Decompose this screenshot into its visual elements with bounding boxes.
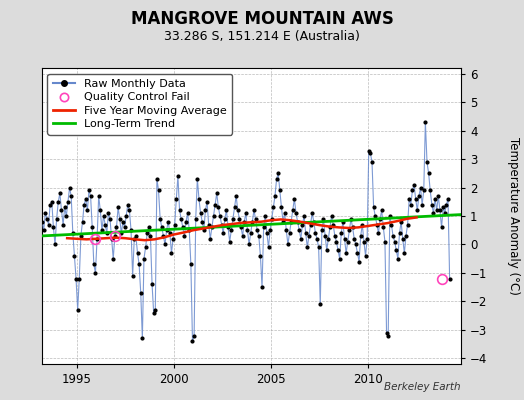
Text: MANGROVE MOUNTAIN AWS: MANGROVE MOUNTAIN AWS <box>130 10 394 28</box>
Text: 33.286 S, 151.214 E (Australia): 33.286 S, 151.214 E (Australia) <box>164 30 360 43</box>
Y-axis label: Temperature Anomaly (°C): Temperature Anomaly (°C) <box>507 137 520 295</box>
Legend: Raw Monthly Data, Quality Control Fail, Five Year Moving Average, Long-Term Tren: Raw Monthly Data, Quality Control Fail, … <box>48 74 233 135</box>
Text: Berkeley Earth: Berkeley Earth <box>385 382 461 392</box>
